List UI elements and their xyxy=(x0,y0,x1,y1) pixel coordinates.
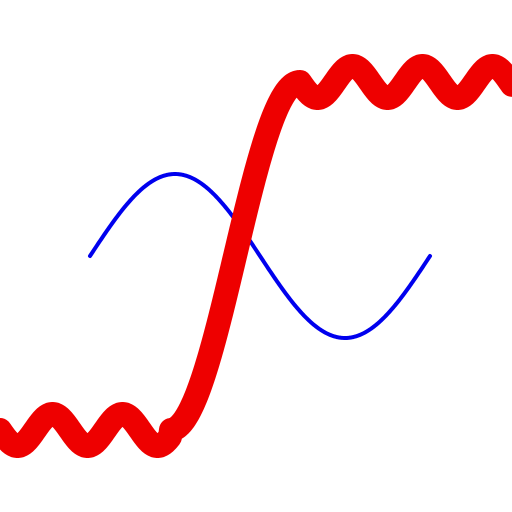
chart-canvas xyxy=(0,0,512,512)
waveform-chart xyxy=(0,0,512,512)
red-sigmoid-curve xyxy=(0,66,512,446)
